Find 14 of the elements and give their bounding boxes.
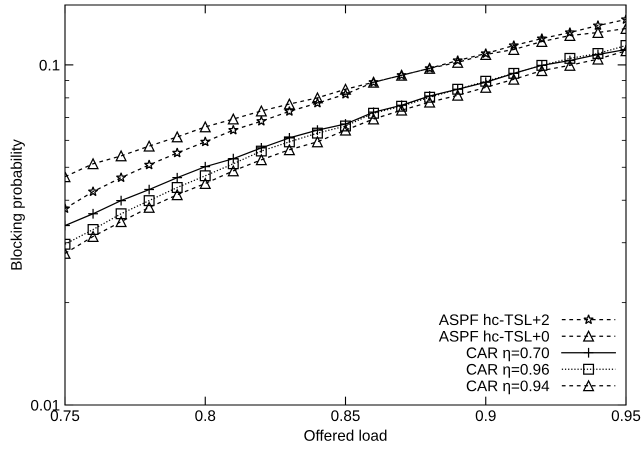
legend-label: ASPF hc-TSL+2 xyxy=(438,314,549,326)
y-tick-label: 0.01 xyxy=(31,400,60,411)
legend-label: ASPF hc-TSL+0 xyxy=(438,330,550,342)
x-tick-label: 0.9 xyxy=(476,410,496,422)
x-axis-title: Offered load xyxy=(304,430,386,441)
legend-label: CAR η=0.70 xyxy=(466,347,550,362)
legend-label: CAR η=0.96 xyxy=(466,364,549,378)
legend-label: CAR η=0.94 xyxy=(466,380,550,394)
x-tick-label: 0.8 xyxy=(195,410,216,422)
x-tick-label: 0.95 xyxy=(612,410,640,422)
y-axis-title: Blocking probability xyxy=(10,139,25,270)
y-tick-label: 0.1 xyxy=(40,60,60,71)
x-tick-label: 0.75 xyxy=(50,410,80,422)
x-tick-label: 0.85 xyxy=(331,410,360,422)
